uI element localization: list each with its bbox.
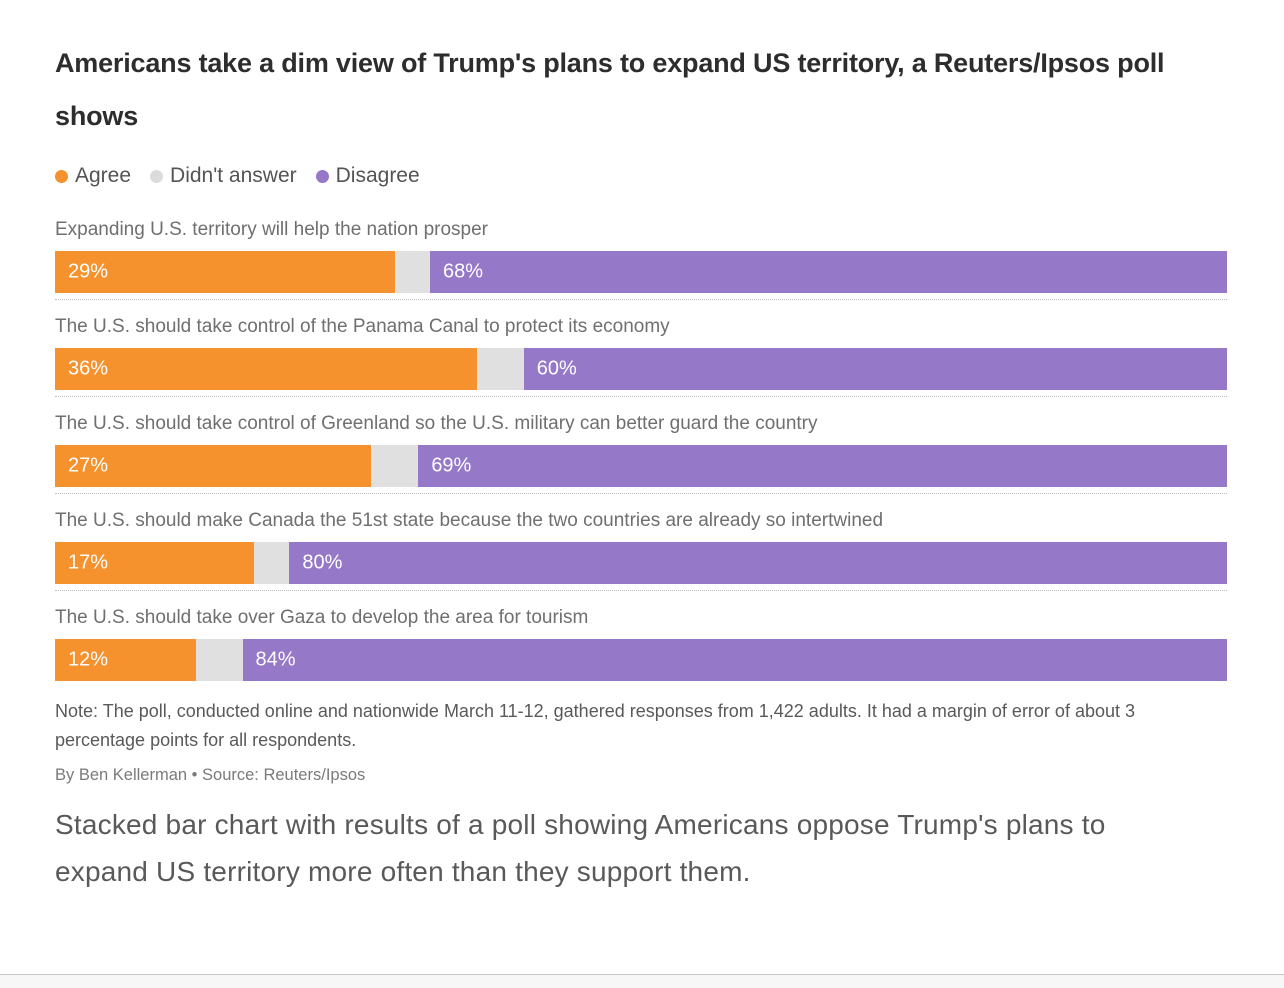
row-label: The U.S. should make Canada the 51st sta… bbox=[55, 510, 884, 531]
bar-segment-didnt-answer bbox=[195, 639, 243, 681]
legend-dot-agree-icon bbox=[55, 169, 68, 183]
page-bottom-bar bbox=[0, 974, 1284, 988]
bar-segment-agree: 27% bbox=[55, 445, 372, 487]
legend-label-agree: Agree bbox=[75, 164, 132, 187]
bar-value-label: 27% bbox=[68, 454, 109, 477]
bar-segment-disagree: 60% bbox=[523, 348, 1227, 390]
row-label: The U.S. should take control of the Pana… bbox=[55, 316, 670, 337]
bar-segment-didnt-answer bbox=[254, 542, 290, 584]
row-label: The U.S. should take control of Greenlan… bbox=[55, 413, 818, 434]
bar-segment-didnt-answer bbox=[476, 348, 524, 390]
stacked-bar: 29% 68% bbox=[55, 251, 1227, 293]
bar-segment-agree: 17% bbox=[55, 542, 255, 584]
bar-segment-didnt-answer bbox=[394, 251, 431, 293]
row-separator bbox=[55, 396, 1227, 397]
bar-value-label: 17% bbox=[68, 551, 109, 574]
row-separator bbox=[55, 299, 1227, 300]
bar-value-label: 69% bbox=[431, 454, 472, 477]
row-label: The U.S. should take over Gaza to develo… bbox=[55, 607, 589, 628]
legend-dot-disagree-icon bbox=[315, 169, 329, 183]
stacked-bar: 36% 60% bbox=[55, 348, 1227, 390]
bar-value-label: 84% bbox=[255, 648, 296, 671]
legend-label-disagree: Disagree bbox=[335, 164, 420, 187]
chart-alt-caption: Stacked bar chart with results of a poll… bbox=[55, 809, 1106, 887]
bar-segment-agree: 36% bbox=[55, 348, 477, 390]
bar-segment-disagree: 68% bbox=[430, 251, 1227, 293]
chart-title: Americans take a dim view of Trump's pla… bbox=[55, 48, 1165, 131]
bar-segment-disagree: 69% bbox=[418, 445, 1227, 487]
legend-item-didnt-answer: Didn't answer bbox=[150, 164, 297, 188]
bar-segment-agree: 12% bbox=[55, 639, 196, 681]
chart-page: Americans take a dim view of Trump's pla… bbox=[0, 37, 1284, 895]
stacked-bar: 27% 69% bbox=[55, 445, 1227, 487]
chart-row: The U.S. should take control of Greenlan… bbox=[55, 412, 1227, 494]
chart-byline: By Ben Kellerman • Source: Reuters/Ipsos bbox=[55, 766, 366, 784]
bar-value-label: 80% bbox=[302, 551, 343, 574]
bar-value-label: 12% bbox=[68, 648, 109, 671]
chart-legend: Agree Didn't answer Disagree bbox=[55, 164, 1227, 188]
bar-value-label: 36% bbox=[68, 357, 109, 380]
bar-value-label: 68% bbox=[443, 260, 484, 283]
chart-note: Note: The poll, conducted online and nat… bbox=[55, 701, 1135, 750]
bar-value-label: 29% bbox=[68, 260, 109, 283]
bar-segment-disagree: 84% bbox=[242, 639, 1227, 681]
chart-row: The U.S. should take over Gaza to develo… bbox=[55, 606, 1227, 681]
chart-row: The U.S. should make Canada the 51st sta… bbox=[55, 509, 1227, 591]
bar-segment-agree: 29% bbox=[55, 251, 395, 293]
row-label: Expanding U.S. territory will help the n… bbox=[55, 219, 489, 240]
row-separator bbox=[55, 590, 1227, 591]
legend-dot-didnt-answer-icon bbox=[150, 169, 164, 183]
chart-row: Expanding U.S. territory will help the n… bbox=[55, 218, 1227, 300]
chart-rows: Expanding U.S. territory will help the n… bbox=[55, 218, 1227, 681]
bar-segment-didnt-answer bbox=[371, 445, 419, 487]
chart-row: The U.S. should take control of the Pana… bbox=[55, 315, 1227, 397]
legend-item-disagree: Disagree bbox=[315, 164, 420, 188]
legend-label-didnt-answer: Didn't answer bbox=[170, 164, 297, 187]
stacked-bar: 12% 84% bbox=[55, 639, 1227, 681]
stacked-bar: 17% 80% bbox=[55, 542, 1227, 584]
bar-value-label: 60% bbox=[536, 357, 577, 380]
bar-segment-disagree: 80% bbox=[289, 542, 1227, 584]
row-separator bbox=[55, 493, 1227, 494]
legend-item-agree: Agree bbox=[55, 164, 131, 188]
